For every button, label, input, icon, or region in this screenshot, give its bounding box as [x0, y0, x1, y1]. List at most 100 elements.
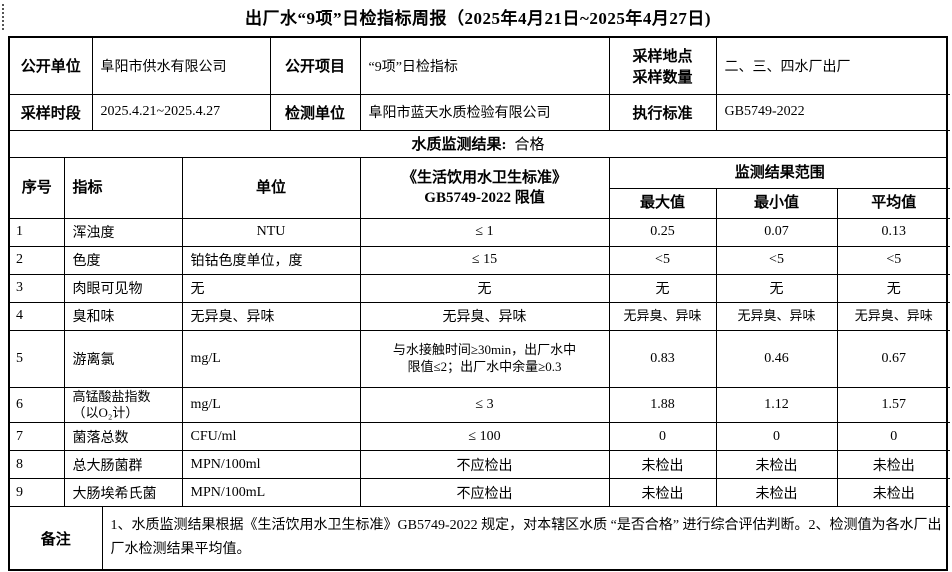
row-unit: mg/L [181, 386, 361, 423]
row-min: 未检出 [715, 450, 838, 479]
row-no: 1 [10, 217, 65, 247]
limit-header-line1: 《生活饮用水卫生标准》 [401, 169, 567, 186]
row-limit: 与水接触时间≥30min，出厂水中 限值≤2；出厂水中余量≥0.3 [359, 329, 610, 388]
remarks-row: 备注 1、水质监测结果根据《生活饮用水卫生标准》GB5749-2022 规定，对… [10, 507, 950, 569]
row-indicator: 肉眼可见物 [63, 273, 183, 303]
row-no: 7 [10, 422, 65, 451]
row-min: 无异臭、异味 [715, 301, 838, 331]
row-indicator: 高锰酸盐指数 （以O₂计） [63, 386, 183, 423]
limit-header-line2: GB5749-2022 限值 [424, 189, 545, 206]
info-table: 公开单位 阜阳市供水有限公司 公开项目 “9项”日检指标 采样地点 采样数量 二… [10, 38, 950, 131]
sampling-site-value: 二、三、四水厂出厂 [715, 38, 950, 95]
row-indicator: 总大肠菌群 [63, 450, 183, 479]
table-row-total-coliform: 8 总大肠菌群 MPN/100ml 不应检出 未检出 未检出 未检出 [10, 450, 951, 479]
row-limit-line1: 与水接触时间≥30min，出厂水中 [392, 342, 577, 358]
row-min: 0 [715, 422, 838, 451]
col-header-unit: 单位 [181, 158, 361, 219]
row-no: 8 [10, 450, 65, 479]
result-banner: 水质监测结果: 合格 [10, 130, 946, 158]
row-min: 未检出 [715, 478, 838, 507]
standard-label: 执行标准 [608, 93, 717, 131]
row-avg: 无异臭、异味 [836, 301, 951, 331]
report-table-frame: 公开单位 阜阳市供水有限公司 公开项目 “9项”日检指标 采样地点 采样数量 二… [8, 36, 951, 571]
row-avg: 0.67 [836, 329, 951, 388]
row-avg: 未检出 [836, 478, 951, 507]
testing-unit-value: 阜阳市蓝天水质检验有限公司 [359, 93, 610, 131]
row-max: 无异臭、异味 [608, 301, 717, 331]
row-max: 0.83 [608, 329, 717, 388]
row-indicator: 菌落总数 [63, 422, 183, 451]
row-avg: 0 [836, 422, 951, 451]
row-indicator: 色度 [63, 245, 183, 275]
result-banner-row: 水质监测结果: 合格 [10, 130, 946, 158]
row-unit: 无异臭、异味 [181, 301, 361, 331]
row-indicator-line2: （以O₂计） [72, 404, 139, 420]
table-row-colony-count: 7 菌落总数 CFU/ml ≤ 100 0 0 0 [10, 422, 951, 451]
row-max: 1.88 [608, 386, 717, 423]
row-avg: <5 [836, 245, 951, 275]
public-project-label: 公开项目 [269, 38, 361, 95]
header-row-2: 最大值 最小值 平均值 [10, 187, 951, 219]
row-unit: mg/L [181, 329, 361, 388]
row-no: 9 [10, 478, 65, 507]
row-avg: 0.13 [836, 217, 951, 247]
row-limit: ≤ 100 [359, 422, 610, 451]
row-unit: MPN/100ml [181, 450, 361, 479]
table-row-e-coli: 9 大肠埃希氏菌 MPN/100mL 不应检出 未检出 未检出 未检出 [10, 478, 951, 507]
row-no: 5 [10, 329, 65, 388]
row-unit: 铂钴色度单位，度 [181, 245, 361, 275]
table-row-turbidity: 1 浑浊度 NTU ≤ 1 0.25 0.07 0.13 [10, 217, 951, 247]
row-avg: 无 [836, 273, 951, 303]
row-limit: ≤ 1 [359, 217, 610, 247]
row-max: 无 [608, 273, 717, 303]
row-indicator-line1: 高锰酸盐指数 [72, 388, 151, 404]
col-header-range: 监测结果范围 [608, 158, 951, 189]
row-unit: NTU [181, 217, 361, 247]
remarks-table: 备注 1、水质监测结果根据《生活饮用水卫生标准》GB5749-2022 规定，对… [10, 507, 950, 569]
row-no: 3 [10, 273, 65, 303]
row-unit: MPN/100mL [181, 478, 361, 507]
sampling-site-count-label: 采样地点 采样数量 [608, 38, 717, 95]
header-row-1: 序号 指标 单位 《生活饮用水卫生标准》 GB5749-2022 限值 监测结果… [10, 158, 951, 219]
row-avg: 1.57 [836, 386, 951, 423]
info-row-1: 公开单位 阜阳市供水有限公司 公开项目 “9项”日检指标 采样地点 采样数量 二… [10, 38, 950, 95]
indicator-table: 序号 指标 单位 《生活饮用水卫生标准》 GB5749-2022 限值 监测结果… [10, 158, 951, 507]
row-min: 0.07 [715, 217, 838, 247]
table-row-odor-taste: 4 臭和味 无异臭、异味 无异臭、异味 无异臭、异味 无异臭、异味 无异臭、异味 [10, 301, 951, 331]
sampling-site-label: 采样地点 [632, 48, 693, 65]
table-row-permanganate-index: 6 高锰酸盐指数 （以O₂计） mg/L ≤ 3 1.88 1.12 1.57 [10, 386, 951, 423]
row-unit: 无 [181, 273, 361, 303]
row-limit-line2: 限值≤2；出厂水中余量≥0.3 [407, 358, 562, 374]
standard-value: GB5749-2022 [715, 93, 950, 131]
col-header-limit: 《生活饮用水卫生标准》 GB5749-2022 限值 [359, 158, 610, 219]
col-header-indicator: 指标 [63, 158, 183, 219]
row-min: 无 [715, 273, 838, 303]
table-row-free-chlorine: 5 游离氯 mg/L 与水接触时间≥30min，出厂水中 限值≤2；出厂水中余量… [10, 329, 951, 388]
row-indicator: 浑浊度 [63, 217, 183, 247]
row-indicator: 游离氯 [63, 329, 183, 388]
col-header-min: 最小值 [715, 187, 838, 219]
row-no: 4 [10, 301, 65, 331]
row-unit: CFU/ml [181, 422, 361, 451]
col-header-max: 最大值 [609, 187, 717, 219]
row-limit: 不应检出 [359, 450, 610, 479]
row-limit: 不应检出 [359, 478, 610, 507]
page-margin-marker [2, 4, 4, 30]
row-indicator: 臭和味 [63, 301, 183, 331]
col-header-avg: 平均值 [836, 187, 951, 219]
sampling-count-label: 采样数量 [632, 69, 693, 86]
report-page: 出厂水“9项”日检指标周报（2025年4月21日~2025年4月27日) 公开单… [8, 0, 951, 571]
sampling-period-label: 采样时段 [10, 93, 93, 131]
col-header-no: 序号 [10, 158, 65, 219]
sampling-period-value: 2025.4.21~2025.4.27 [91, 93, 271, 131]
row-max: 0 [608, 422, 717, 451]
table-row-color: 2 色度 铂钴色度单位，度 ≤ 15 <5 <5 <5 [10, 245, 951, 275]
row-limit: 无 [359, 273, 610, 303]
row-max: 0.25 [608, 217, 717, 247]
row-avg: 未检出 [836, 450, 951, 479]
remarks-label: 备注 [10, 507, 103, 569]
testing-unit-label: 检测单位 [269, 93, 361, 131]
row-max: <5 [608, 245, 717, 275]
row-min: 0.46 [715, 329, 838, 388]
remarks-text: 1、水质监测结果根据《生活饮用水卫生标准》GB5749-2022 规定，对本辖区… [101, 507, 950, 569]
